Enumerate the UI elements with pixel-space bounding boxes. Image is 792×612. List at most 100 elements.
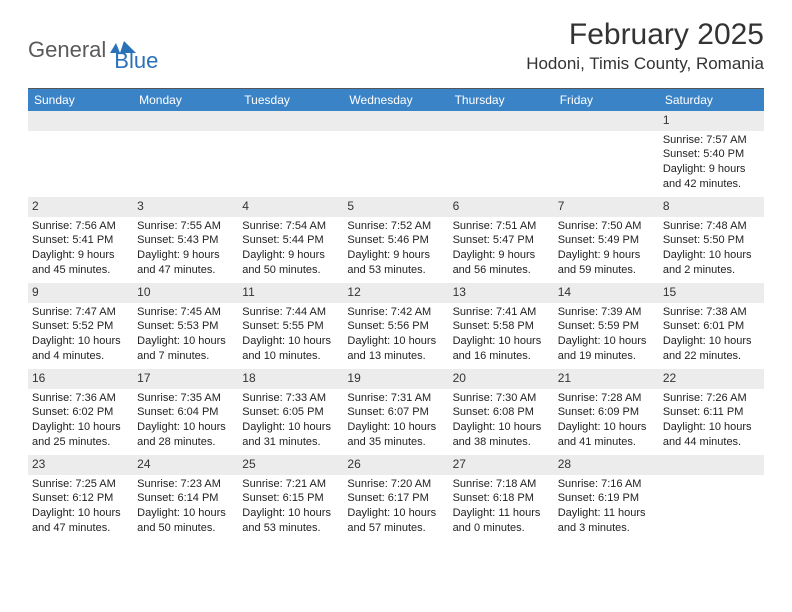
calendar-day-empty: [133, 111, 238, 197]
sunset-line: Sunset: 6:09 PM: [558, 405, 655, 420]
day-details: Sunrise: 7:26 AMSunset: 6:11 PMDaylight:…: [659, 389, 764, 454]
sunset-line: Sunset: 5:50 PM: [663, 233, 760, 248]
sunset-line: Sunset: 6:07 PM: [347, 405, 444, 420]
day-number: 6: [449, 197, 554, 217]
sunset-line: Sunset: 6:14 PM: [137, 491, 234, 506]
sunset-line: Sunset: 6:04 PM: [137, 405, 234, 420]
sunset-line: Sunset: 5:49 PM: [558, 233, 655, 248]
sunrise-line: Sunrise: 7:45 AM: [137, 305, 234, 320]
calendar-day-empty: [343, 111, 448, 197]
daylight-line: Daylight: 10 hours and 47 minutes.: [32, 506, 129, 536]
daylight-line: Daylight: 10 hours and 38 minutes.: [453, 420, 550, 450]
calendar-body: 1Sunrise: 7:57 AMSunset: 5:40 PMDaylight…: [28, 111, 764, 541]
sunset-line: Sunset: 5:46 PM: [347, 233, 444, 248]
sunset-line: Sunset: 6:15 PM: [242, 491, 339, 506]
calendar-day: 12Sunrise: 7:42 AMSunset: 5:56 PMDayligh…: [343, 283, 448, 369]
day-number: 21: [554, 369, 659, 389]
day-number: 14: [554, 283, 659, 303]
daylight-line: Daylight: 11 hours and 0 minutes.: [453, 506, 550, 536]
weekday-header: Sunday: [28, 89, 133, 111]
day-details: Sunrise: 7:48 AMSunset: 5:50 PMDaylight:…: [659, 217, 764, 282]
day-number: [238, 111, 343, 131]
day-details: Sunrise: 7:44 AMSunset: 5:55 PMDaylight:…: [238, 303, 343, 368]
day-details: Sunrise: 7:57 AMSunset: 5:40 PMDaylight:…: [659, 131, 764, 196]
calendar-day: 15Sunrise: 7:38 AMSunset: 6:01 PMDayligh…: [659, 283, 764, 369]
calendar-day: 26Sunrise: 7:20 AMSunset: 6:17 PMDayligh…: [343, 455, 448, 541]
sunrise-line: Sunrise: 7:55 AM: [137, 219, 234, 234]
calendar-week: 2Sunrise: 7:56 AMSunset: 5:41 PMDaylight…: [28, 197, 764, 283]
day-details: Sunrise: 7:21 AMSunset: 6:15 PMDaylight:…: [238, 475, 343, 540]
sunrise-line: Sunrise: 7:47 AM: [32, 305, 129, 320]
day-number: [133, 111, 238, 131]
daylight-line: Daylight: 10 hours and 22 minutes.: [663, 334, 760, 364]
day-number: 8: [659, 197, 764, 217]
location: Hodoni, Timis County, Romania: [526, 54, 764, 74]
calendar-day: 17Sunrise: 7:35 AMSunset: 6:04 PMDayligh…: [133, 369, 238, 455]
daylight-line: Daylight: 10 hours and 10 minutes.: [242, 334, 339, 364]
weekday-header: Wednesday: [343, 89, 448, 111]
sunrise-line: Sunrise: 7:50 AM: [558, 219, 655, 234]
sunrise-line: Sunrise: 7:51 AM: [453, 219, 550, 234]
calendar-day: 9Sunrise: 7:47 AMSunset: 5:52 PMDaylight…: [28, 283, 133, 369]
daylight-line: Daylight: 10 hours and 7 minutes.: [137, 334, 234, 364]
day-number: 5: [343, 197, 448, 217]
calendar-day-empty: [554, 111, 659, 197]
day-details: Sunrise: 7:20 AMSunset: 6:17 PMDaylight:…: [343, 475, 448, 540]
sunset-line: Sunset: 5:58 PM: [453, 319, 550, 334]
day-number: 23: [28, 455, 133, 475]
day-number: 3: [133, 197, 238, 217]
calendar-week: 1Sunrise: 7:57 AMSunset: 5:40 PMDaylight…: [28, 111, 764, 197]
sunset-line: Sunset: 5:41 PM: [32, 233, 129, 248]
sunrise-line: Sunrise: 7:48 AM: [663, 219, 760, 234]
day-number: 25: [238, 455, 343, 475]
day-number: 12: [343, 283, 448, 303]
day-number: 4: [238, 197, 343, 217]
logo: General Blue: [28, 18, 158, 74]
sunrise-line: Sunrise: 7:57 AM: [663, 133, 760, 148]
day-number: 9: [28, 283, 133, 303]
daylight-line: Daylight: 10 hours and 19 minutes.: [558, 334, 655, 364]
sunset-line: Sunset: 5:53 PM: [137, 319, 234, 334]
day-number: [554, 111, 659, 131]
daylight-line: Daylight: 10 hours and 50 minutes.: [137, 506, 234, 536]
sunset-line: Sunset: 5:56 PM: [347, 319, 444, 334]
day-details: Sunrise: 7:38 AMSunset: 6:01 PMDaylight:…: [659, 303, 764, 368]
day-number: 24: [133, 455, 238, 475]
sunset-line: Sunset: 5:47 PM: [453, 233, 550, 248]
day-details: Sunrise: 7:16 AMSunset: 6:19 PMDaylight:…: [554, 475, 659, 540]
calendar-day: 23Sunrise: 7:25 AMSunset: 6:12 PMDayligh…: [28, 455, 133, 541]
sunrise-line: Sunrise: 7:18 AM: [453, 477, 550, 492]
daylight-line: Daylight: 10 hours and 28 minutes.: [137, 420, 234, 450]
calendar-day: 14Sunrise: 7:39 AMSunset: 5:59 PMDayligh…: [554, 283, 659, 369]
day-number: 16: [28, 369, 133, 389]
calendar-day-empty: [449, 111, 554, 197]
weekday-header: Thursday: [449, 89, 554, 111]
daylight-line: Daylight: 9 hours and 56 minutes.: [453, 248, 550, 278]
sunset-line: Sunset: 6:08 PM: [453, 405, 550, 420]
sunset-line: Sunset: 6:11 PM: [663, 405, 760, 420]
day-number: 19: [343, 369, 448, 389]
calendar-day: 24Sunrise: 7:23 AMSunset: 6:14 PMDayligh…: [133, 455, 238, 541]
sunrise-line: Sunrise: 7:20 AM: [347, 477, 444, 492]
sunrise-line: Sunrise: 7:54 AM: [242, 219, 339, 234]
title-block: February 2025 Hodoni, Timis County, Roma…: [526, 18, 764, 74]
calendar: SundayMondayTuesdayWednesdayThursdayFrid…: [28, 88, 764, 541]
daylight-line: Daylight: 9 hours and 47 minutes.: [137, 248, 234, 278]
sunset-line: Sunset: 5:40 PM: [663, 147, 760, 162]
calendar-day: 2Sunrise: 7:56 AMSunset: 5:41 PMDaylight…: [28, 197, 133, 283]
sunrise-line: Sunrise: 7:28 AM: [558, 391, 655, 406]
daylight-line: Daylight: 9 hours and 53 minutes.: [347, 248, 444, 278]
daylight-line: Daylight: 9 hours and 50 minutes.: [242, 248, 339, 278]
day-details: Sunrise: 7:25 AMSunset: 6:12 PMDaylight:…: [28, 475, 133, 540]
sunrise-line: Sunrise: 7:41 AM: [453, 305, 550, 320]
day-details: Sunrise: 7:54 AMSunset: 5:44 PMDaylight:…: [238, 217, 343, 282]
day-details: Sunrise: 7:50 AMSunset: 5:49 PMDaylight:…: [554, 217, 659, 282]
logo-text-general: General: [28, 37, 106, 63]
day-number: 27: [449, 455, 554, 475]
calendar-day: 7Sunrise: 7:50 AMSunset: 5:49 PMDaylight…: [554, 197, 659, 283]
daylight-line: Daylight: 10 hours and 53 minutes.: [242, 506, 339, 536]
daylight-line: Daylight: 10 hours and 41 minutes.: [558, 420, 655, 450]
calendar-day: 25Sunrise: 7:21 AMSunset: 6:15 PMDayligh…: [238, 455, 343, 541]
daylight-line: Daylight: 10 hours and 4 minutes.: [32, 334, 129, 364]
sunrise-line: Sunrise: 7:52 AM: [347, 219, 444, 234]
